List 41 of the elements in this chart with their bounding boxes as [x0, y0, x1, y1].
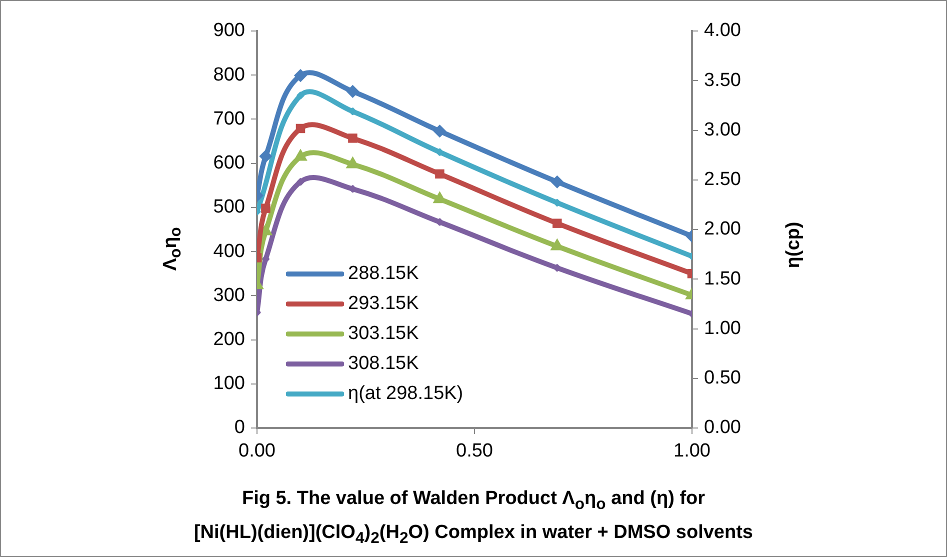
y-tick-label: 300 — [213, 284, 245, 306]
y-tick-label: 900 — [213, 20, 245, 42]
point — [261, 204, 270, 213]
x-tick-label: 0.00 — [238, 440, 276, 462]
y-tick-label: 600 — [213, 152, 245, 174]
point — [296, 124, 306, 134]
y2-tick-label: 0.00 — [704, 417, 741, 438]
point — [296, 90, 306, 100]
x-tick-label: 1.00 — [674, 440, 710, 462]
y-tick-label: 200 — [213, 329, 245, 350]
point — [434, 126, 446, 137]
y-tick-label: 0 — [234, 417, 245, 438]
legend-label: 288.15K — [348, 262, 419, 286]
y2-tick-label: 2.00 — [704, 218, 741, 240]
legend-label: 293.15K — [348, 292, 419, 316]
y2-tick-label: 3.00 — [704, 119, 741, 140]
point — [347, 86, 358, 97]
y2-axis-title: η(cp) — [783, 222, 806, 268]
y-tick-label: 700 — [213, 108, 245, 130]
y-tick-label: 100 — [213, 373, 245, 394]
point — [435, 147, 444, 157]
y2-tick-label: 0.50 — [704, 368, 741, 389]
y2-tick-label: 4.00 — [704, 20, 741, 42]
point — [295, 70, 306, 82]
point — [348, 134, 358, 143]
legend-label: 308.15K — [348, 352, 419, 376]
y2-tick-label: 2.50 — [704, 169, 741, 190]
y-tick-label: 400 — [213, 240, 245, 262]
y2-tick-label: 1.50 — [704, 268, 741, 290]
legend-label: 303.15K — [348, 322, 419, 346]
x-tick-label: 0.50 — [456, 440, 493, 462]
point — [260, 150, 272, 162]
y-tick-label: 800 — [213, 64, 245, 86]
point — [348, 106, 358, 116]
point — [435, 169, 444, 179]
y2-tick-label: 1.00 — [704, 318, 741, 339]
point — [296, 177, 306, 186]
y-tick-label: 500 — [213, 196, 245, 218]
y2-tick-label: 3.50 — [704, 70, 741, 91]
chart-title: Fig 5. The value of Walden Product Λ$_{o}$η$_{o}$ and (η) for [Ni(HL)(dien)](ClO$_{4}$)$_{2}$(H$_{2}$O) Complex in water + DMSO solvents — [194, 488, 753, 547]
legend-label: η(at 298.15K) — [348, 382, 464, 406]
